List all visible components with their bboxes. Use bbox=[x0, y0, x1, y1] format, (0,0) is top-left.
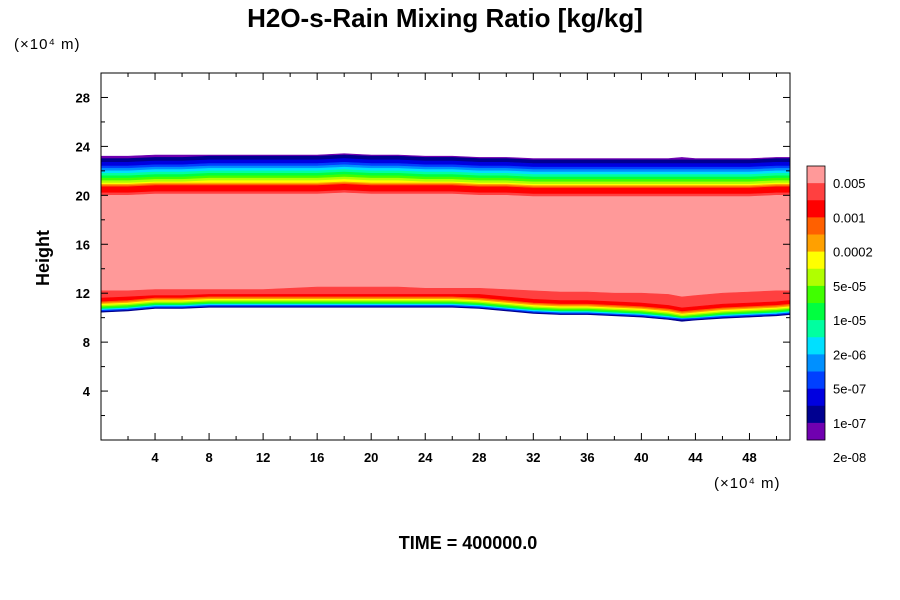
colorbar-swatch bbox=[807, 371, 825, 389]
colorbar-swatch bbox=[807, 303, 825, 321]
colorbar-frame bbox=[806, 165, 826, 441]
x-tick-label: 8 bbox=[205, 450, 212, 465]
colorbar-swatch bbox=[807, 166, 825, 184]
x-tick-label: 4 bbox=[151, 450, 159, 465]
colorbar-label: 1e-05 bbox=[833, 313, 866, 328]
colorbar-swatch bbox=[807, 388, 825, 407]
colorbar-swatch bbox=[807, 251, 825, 270]
y-unit-label: (×10⁴ m) bbox=[14, 36, 81, 53]
colorbar-swatch bbox=[807, 183, 825, 201]
colorbar-label: 2e-06 bbox=[833, 347, 866, 362]
x-tick-label: 40 bbox=[634, 450, 648, 465]
colorbar-swatch bbox=[807, 354, 825, 372]
x-tick-label: 24 bbox=[418, 450, 433, 465]
y-axis-ticks: 4 8 12 16 20 24 28 bbox=[76, 90, 790, 417]
colorbar-swatch bbox=[807, 217, 825, 235]
colorbar-swatch bbox=[807, 422, 825, 441]
x-unit-label: (×10⁴ m) bbox=[714, 475, 781, 492]
colorbar-swatch bbox=[807, 405, 825, 424]
x-tick-label: 36 bbox=[580, 450, 594, 465]
x-axis-ticks: 4 8 12 16 20 24 28 32 36 40 44 48 bbox=[127, 73, 777, 465]
x-tick-label: 28 bbox=[472, 450, 486, 465]
colorbar-swatch bbox=[807, 234, 825, 252]
colorbar-label: 1e-07 bbox=[833, 416, 866, 431]
y-tick-label: 20 bbox=[76, 188, 90, 203]
x-tick-label: 12 bbox=[256, 450, 270, 465]
colorbar-swatch bbox=[807, 337, 825, 355]
y-tick-label: 16 bbox=[76, 237, 90, 252]
y-tick-label: 8 bbox=[83, 335, 90, 350]
y-tick-label: 24 bbox=[76, 139, 91, 154]
colorbar-label: 2e-08 bbox=[833, 450, 866, 465]
colorbar-label: 5e-07 bbox=[833, 382, 866, 397]
y-tick-label: 12 bbox=[76, 286, 90, 301]
colorbar-label: 5e-05 bbox=[833, 279, 866, 294]
colorbar-swatch bbox=[807, 320, 825, 338]
y-tick-label: 28 bbox=[76, 90, 90, 105]
plot-frame bbox=[100, 72, 791, 441]
colorbar-label: 0.005 bbox=[833, 176, 866, 191]
contour-bands bbox=[100, 153, 791, 322]
colorbar-swatch bbox=[807, 200, 825, 218]
time-label: TIME = 400000.0 bbox=[399, 533, 538, 553]
x-tick-label: 16 bbox=[310, 450, 324, 465]
colorbar: 0.005 0.001 0.0002 5e-05 1e-05 2e-06 5e-07 1e-0… bbox=[806, 165, 873, 465]
x-tick-label: 48 bbox=[742, 450, 756, 465]
chart-title: H2O-s-Rain Mixing Ratio [kg/kg] bbox=[247, 3, 643, 33]
contour-band-15 bbox=[100, 192, 791, 298]
x-tick-label: 32 bbox=[526, 450, 540, 465]
y-axis-label: Height bbox=[33, 230, 53, 286]
colorbar-label: 0.0002 bbox=[833, 245, 873, 260]
x-tick-label: 44 bbox=[688, 450, 703, 465]
colorbar-swatch bbox=[807, 268, 825, 287]
colorbar-label: 0.001 bbox=[833, 210, 866, 225]
y-tick-label: 4 bbox=[83, 384, 91, 399]
colorbar-swatch bbox=[807, 285, 825, 304]
x-tick-label: 20 bbox=[364, 450, 378, 465]
